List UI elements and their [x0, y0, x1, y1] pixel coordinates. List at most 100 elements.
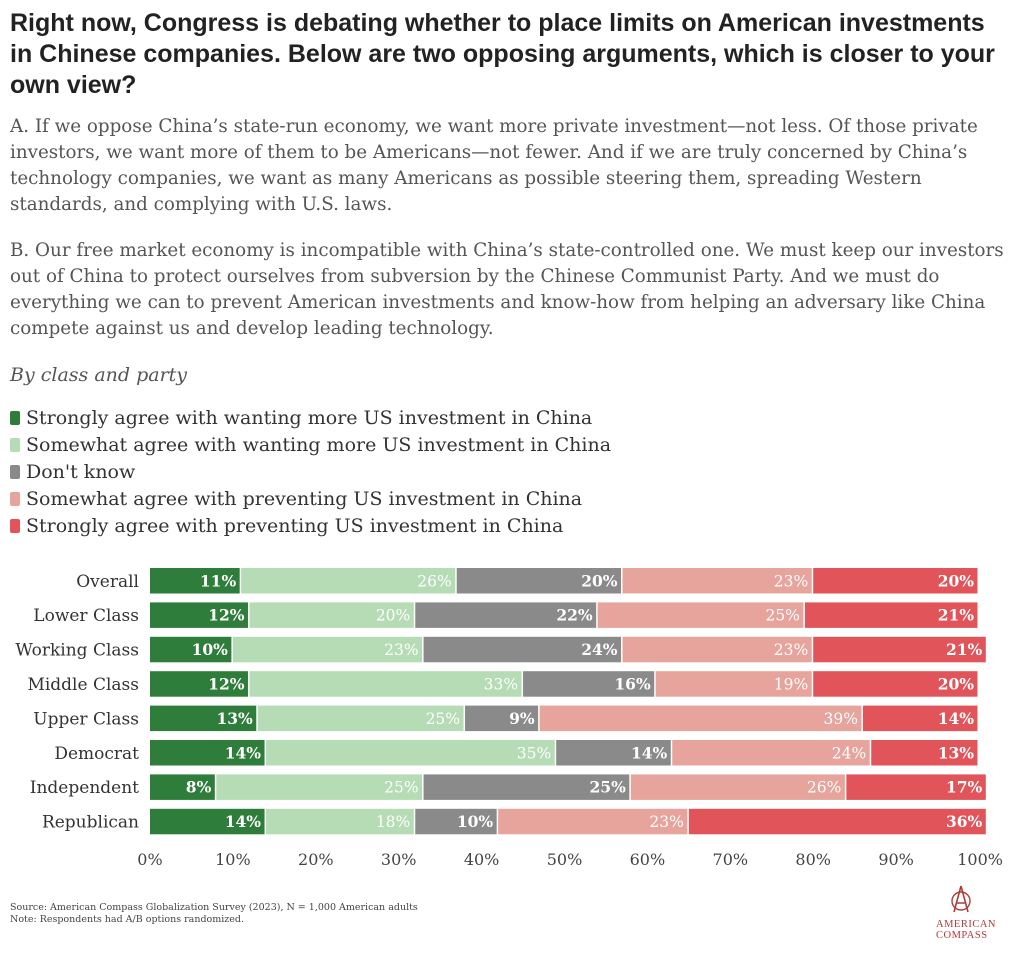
bar-segment — [862, 705, 978, 732]
legend-label: Strongly agree with preventing US invest… — [26, 514, 564, 537]
bar-segment — [249, 671, 522, 697]
bar-segment — [423, 774, 630, 800]
data-label: 9% — [509, 709, 535, 728]
bar-segment — [813, 568, 978, 594]
legend-label: Don't know — [26, 460, 136, 483]
bar-segment — [630, 774, 845, 800]
bar-segment — [150, 808, 265, 835]
data-label: 25% — [384, 779, 418, 797]
data-label: 14% — [225, 812, 262, 831]
data-label: 18% — [376, 813, 410, 831]
x-tick-label: 30% — [381, 850, 417, 869]
bar-segment — [150, 636, 232, 663]
category-label: Republican — [42, 813, 139, 833]
logo-line-2: COMPASS — [936, 930, 988, 941]
legend-label: Strongly agree with wanting more US inve… — [26, 406, 593, 429]
x-tick-label: 70% — [713, 850, 749, 869]
data-label: 25% — [426, 710, 460, 728]
bar-segment — [415, 602, 597, 628]
category-label: Independent — [30, 778, 139, 798]
bar-segment — [655, 671, 812, 697]
data-label: 23% — [649, 813, 683, 831]
legend-swatch — [10, 410, 20, 425]
data-label: 11% — [200, 571, 237, 590]
data-label: 21% — [946, 640, 983, 659]
data-label: 20% — [581, 571, 618, 590]
category-label: Upper Class — [33, 709, 139, 729]
legend-label: Somewhat agree with preventing US invest… — [26, 487, 583, 510]
x-tick-label: 20% — [298, 850, 334, 869]
argument-a-text: A. If we oppose China’s state-run econom… — [10, 116, 978, 215]
data-label: 10% — [192, 640, 229, 659]
bar-segment — [423, 636, 622, 663]
x-tick-label: 50% — [547, 850, 583, 869]
american-compass-logo: AMERICAN COMPASS — [936, 884, 996, 941]
page-title: Right now, Congress is debating whether … — [10, 9, 995, 99]
data-label: 36% — [946, 812, 983, 831]
bar-segment — [266, 740, 555, 766]
legend-item-somewhat-more: Somewhat agree with wanting more US inve… — [10, 431, 611, 458]
bar-segment — [150, 774, 215, 800]
x-tick-label: 0% — [137, 850, 162, 869]
argument-b-text: B. Our free market economy is incompatib… — [10, 240, 1004, 339]
category-label: Working Class — [15, 641, 139, 661]
legend-swatch — [10, 518, 20, 533]
bar-segment — [597, 602, 804, 628]
legend-item-somewhat-prevent: Somewhat agree with preventing US invest… — [10, 485, 611, 512]
bar-segment — [216, 774, 423, 800]
data-label: 12% — [208, 674, 245, 693]
bar-segment — [150, 740, 265, 766]
data-label: 35% — [517, 744, 551, 762]
data-label: 14% — [225, 743, 262, 762]
data-label: 13% — [938, 743, 975, 762]
data-label: 26% — [807, 779, 841, 797]
bar-segment — [150, 602, 248, 628]
bar-segment — [539, 705, 862, 732]
chart-legend: Strongly agree with wanting more US inve… — [10, 404, 611, 539]
bar-segment — [813, 636, 986, 663]
source-note: Source: American Compass Globalization S… — [10, 902, 418, 913]
data-label: 26% — [417, 572, 451, 590]
bar-segment — [622, 568, 812, 594]
legend-swatch — [10, 491, 20, 506]
bar-segment — [804, 602, 978, 628]
data-label: 25% — [590, 778, 627, 797]
compass-logo-icon — [951, 885, 971, 913]
x-tick-label: 90% — [878, 850, 914, 869]
data-label: 10% — [457, 812, 494, 831]
bar-segment — [672, 740, 870, 766]
data-label: 20% — [938, 571, 975, 590]
bar-segment — [523, 671, 655, 697]
bar-segment — [498, 808, 688, 835]
bar-segment — [249, 602, 414, 628]
bar-segment — [456, 568, 622, 594]
data-label: 24% — [581, 640, 618, 659]
bar-segment — [871, 740, 978, 766]
x-tick-label: 10% — [215, 850, 251, 869]
x-tick-label: 60% — [630, 850, 666, 869]
data-label: 23% — [384, 641, 418, 659]
data-label: 12% — [208, 606, 245, 625]
category-label: Overall — [76, 572, 139, 592]
bar-segment — [846, 774, 986, 800]
x-tick-label: 80% — [795, 850, 831, 869]
category-label: Lower Class — [33, 606, 139, 626]
bar-segment — [813, 671, 978, 697]
bar-segment — [465, 705, 539, 732]
data-label: 13% — [216, 709, 253, 728]
bar-segment — [415, 808, 497, 835]
data-label: 16% — [614, 674, 651, 693]
data-label: 20% — [938, 674, 975, 693]
legend-swatch — [10, 464, 20, 479]
data-label: 20% — [376, 607, 410, 625]
data-label: 21% — [938, 606, 975, 625]
chart-footer: Source: American Compass Globalization S… — [10, 902, 418, 926]
data-label: 33% — [484, 675, 518, 693]
stacked-bar-chart: Overall 11% 26% 20% 23% 20% Lower Class 12% 20% 2… — [15, 568, 1003, 869]
data-label: 8% — [186, 778, 212, 797]
bar-segment — [150, 568, 240, 594]
data-label: 25% — [765, 607, 799, 625]
legend-item-strong-prevent: Strongly agree with preventing US invest… — [10, 512, 611, 539]
bar-segment — [150, 705, 257, 732]
bar-segment — [257, 705, 464, 732]
